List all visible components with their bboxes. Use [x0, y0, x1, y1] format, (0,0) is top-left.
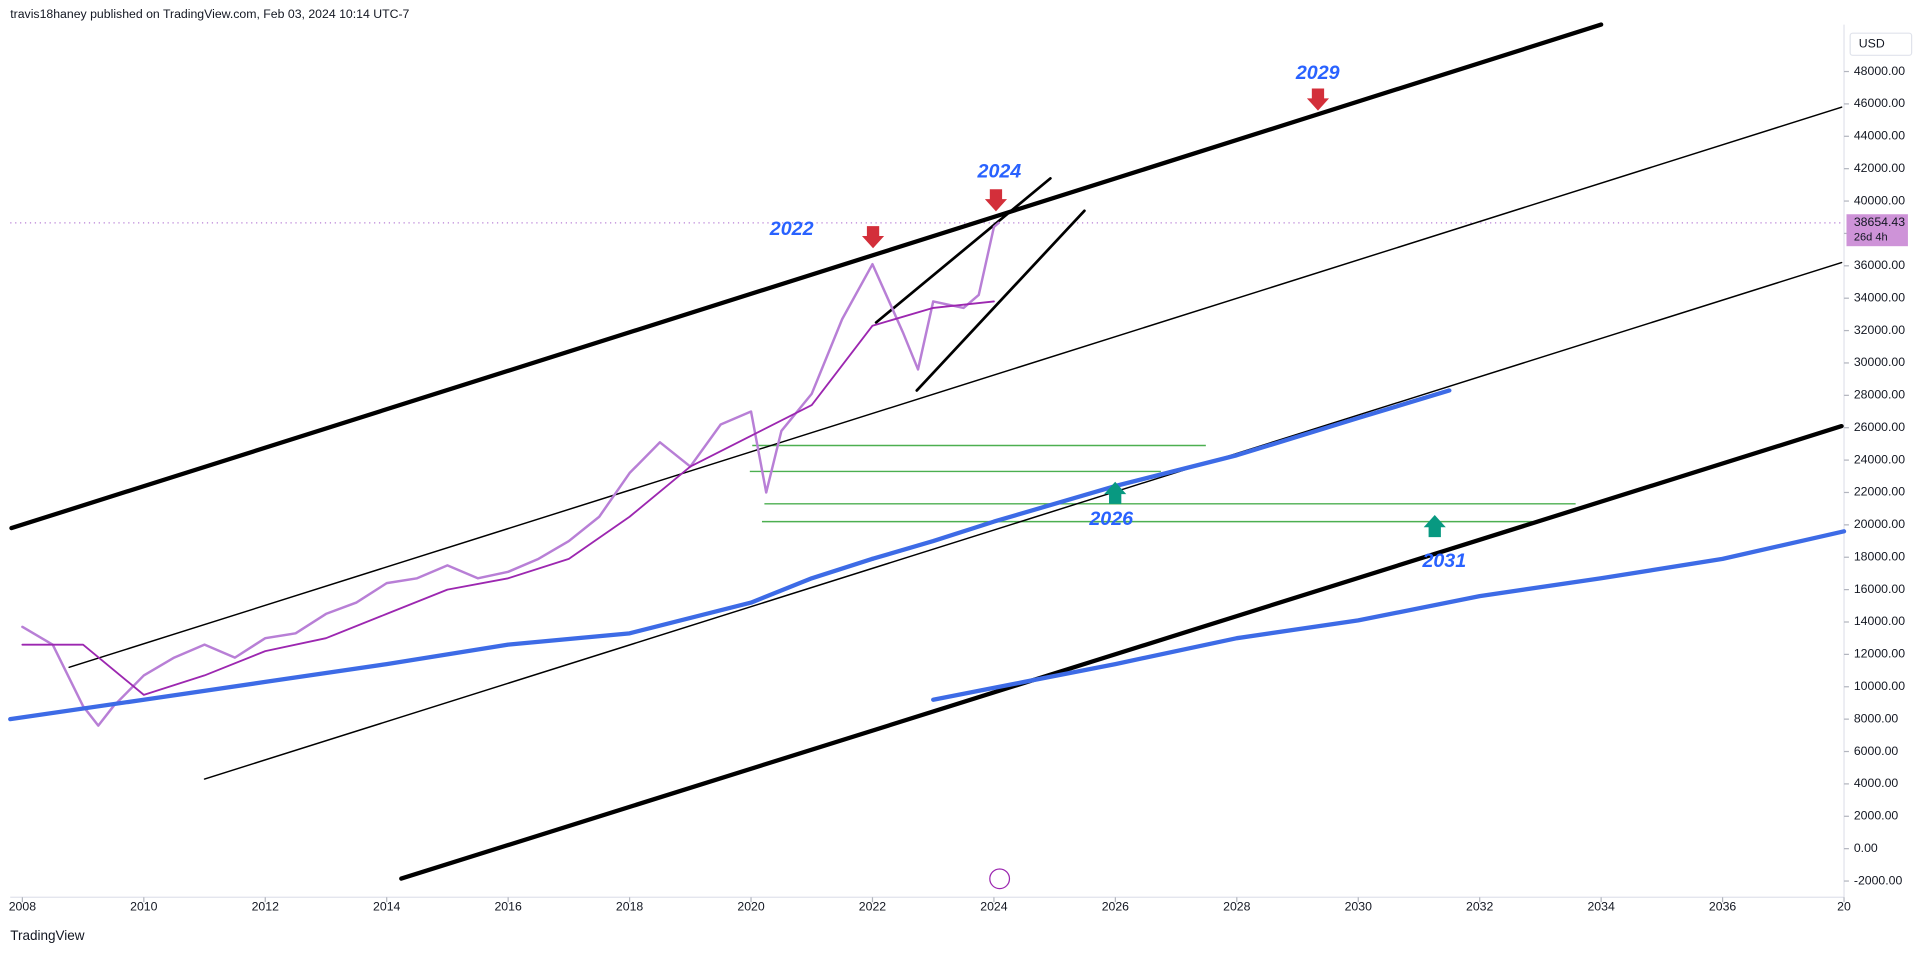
y-tick-label: 4000.00	[1854, 776, 1899, 790]
trend-line	[68, 106, 1843, 669]
trend-line	[9, 22, 1604, 531]
x-tick-label: 2008	[9, 899, 36, 913]
down-arrow	[861, 226, 885, 249]
down-arrow	[984, 189, 1008, 212]
x-tick-label: 2036	[1709, 899, 1736, 913]
annotation: 2026	[1088, 508, 1134, 530]
currency: USD	[1859, 36, 1885, 50]
series-line	[8, 556, 875, 722]
y-tick-label: 28000.00	[1854, 388, 1905, 402]
y-tick-label: 18000.00	[1854, 549, 1905, 563]
series-line	[21, 300, 995, 696]
y-tick-label: 42000.00	[1854, 161, 1905, 175]
y-tick-label: 6000.00	[1854, 744, 1899, 758]
up-arrow	[1104, 481, 1127, 504]
y-tick-label: 46000.00	[1854, 96, 1905, 110]
annotation: 2029	[1295, 62, 1340, 84]
series-line	[931, 529, 1847, 702]
countdown: 26d 4h	[1854, 232, 1888, 244]
y-tick-label: 16000.00	[1854, 582, 1905, 596]
trend-line	[874, 177, 1052, 324]
y-tick-label: 24000.00	[1854, 452, 1905, 466]
y-tick-label: 40000.00	[1854, 193, 1905, 207]
event-icon[interactable]	[989, 868, 1011, 890]
y-tick-label: 20000.00	[1854, 517, 1905, 531]
series-line	[870, 388, 1452, 562]
y-tick-label: 22000.00	[1854, 485, 1905, 499]
y-tick-label: -2000.00	[1854, 873, 1903, 887]
x-tick-label: 20	[1837, 899, 1851, 913]
y-tick-label: 26000.00	[1854, 420, 1905, 434]
price-axis	[1844, 24, 1928, 898]
footer: TradingView	[10, 928, 85, 943]
x-tick-label: 2010	[130, 899, 157, 913]
x-tick-label: 2034	[1587, 899, 1614, 913]
y-tick-label: 10000.00	[1854, 679, 1905, 693]
arrows	[861, 88, 1446, 538]
header: travis18haney published on TradingView.c…	[10, 7, 409, 21]
trend-line	[399, 423, 1844, 881]
x-tick-label: 2032	[1466, 899, 1493, 913]
y-tick-label: 30000.00	[1854, 355, 1905, 369]
plot	[8, 22, 1847, 881]
x-tick-label: 2024	[980, 899, 1007, 913]
y-tick-label: 32000.00	[1854, 323, 1905, 337]
trend-line	[915, 209, 1086, 392]
x-tick-label: 2014	[373, 899, 400, 913]
y-tick-label: 34000.00	[1854, 290, 1905, 304]
trend-line	[203, 261, 1843, 780]
y-tick-label: 8000.00	[1854, 711, 1899, 725]
y-tick-label: 14000.00	[1854, 614, 1905, 628]
y-tick-label: 48000.00	[1854, 64, 1905, 78]
currency-box	[1849, 32, 1913, 56]
x-tick-label: 2012	[252, 899, 279, 913]
annotation: 2022	[769, 218, 814, 240]
y-tick-label: 12000.00	[1854, 647, 1905, 661]
x-tick-label: 2016	[494, 899, 521, 913]
price-tag	[1846, 214, 1908, 247]
annotation: 2024	[977, 160, 1022, 182]
down-arrow	[1306, 88, 1330, 111]
y-tick-label: 44000.00	[1854, 129, 1905, 143]
x-tick-label: 2020	[737, 899, 764, 913]
x-tick-label: 2026	[1102, 899, 1129, 913]
y-tick-label: 2000.00	[1854, 809, 1899, 823]
up-arrow	[1423, 514, 1446, 538]
x-tick-label: 2022	[859, 899, 886, 913]
series-line	[21, 221, 1001, 727]
y-tick-label: 0.00	[1854, 841, 1878, 855]
x-tick-label: 2028	[1223, 899, 1250, 913]
x-tick-label: 2030	[1345, 899, 1372, 913]
price-label: 38654.43	[1854, 215, 1905, 229]
y-tick-label: 36000.00	[1854, 258, 1905, 272]
x-tick-label: 2018	[616, 899, 643, 913]
annotation: 2031	[1421, 550, 1466, 572]
